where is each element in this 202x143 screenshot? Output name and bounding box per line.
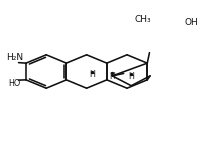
Text: H: H xyxy=(89,70,95,79)
Text: H₂N: H₂N xyxy=(6,53,23,62)
Text: HO: HO xyxy=(8,79,20,88)
Text: H: H xyxy=(109,72,115,81)
Text: OH: OH xyxy=(185,18,198,27)
Text: CH₃: CH₃ xyxy=(135,15,152,24)
Text: H: H xyxy=(128,72,134,81)
